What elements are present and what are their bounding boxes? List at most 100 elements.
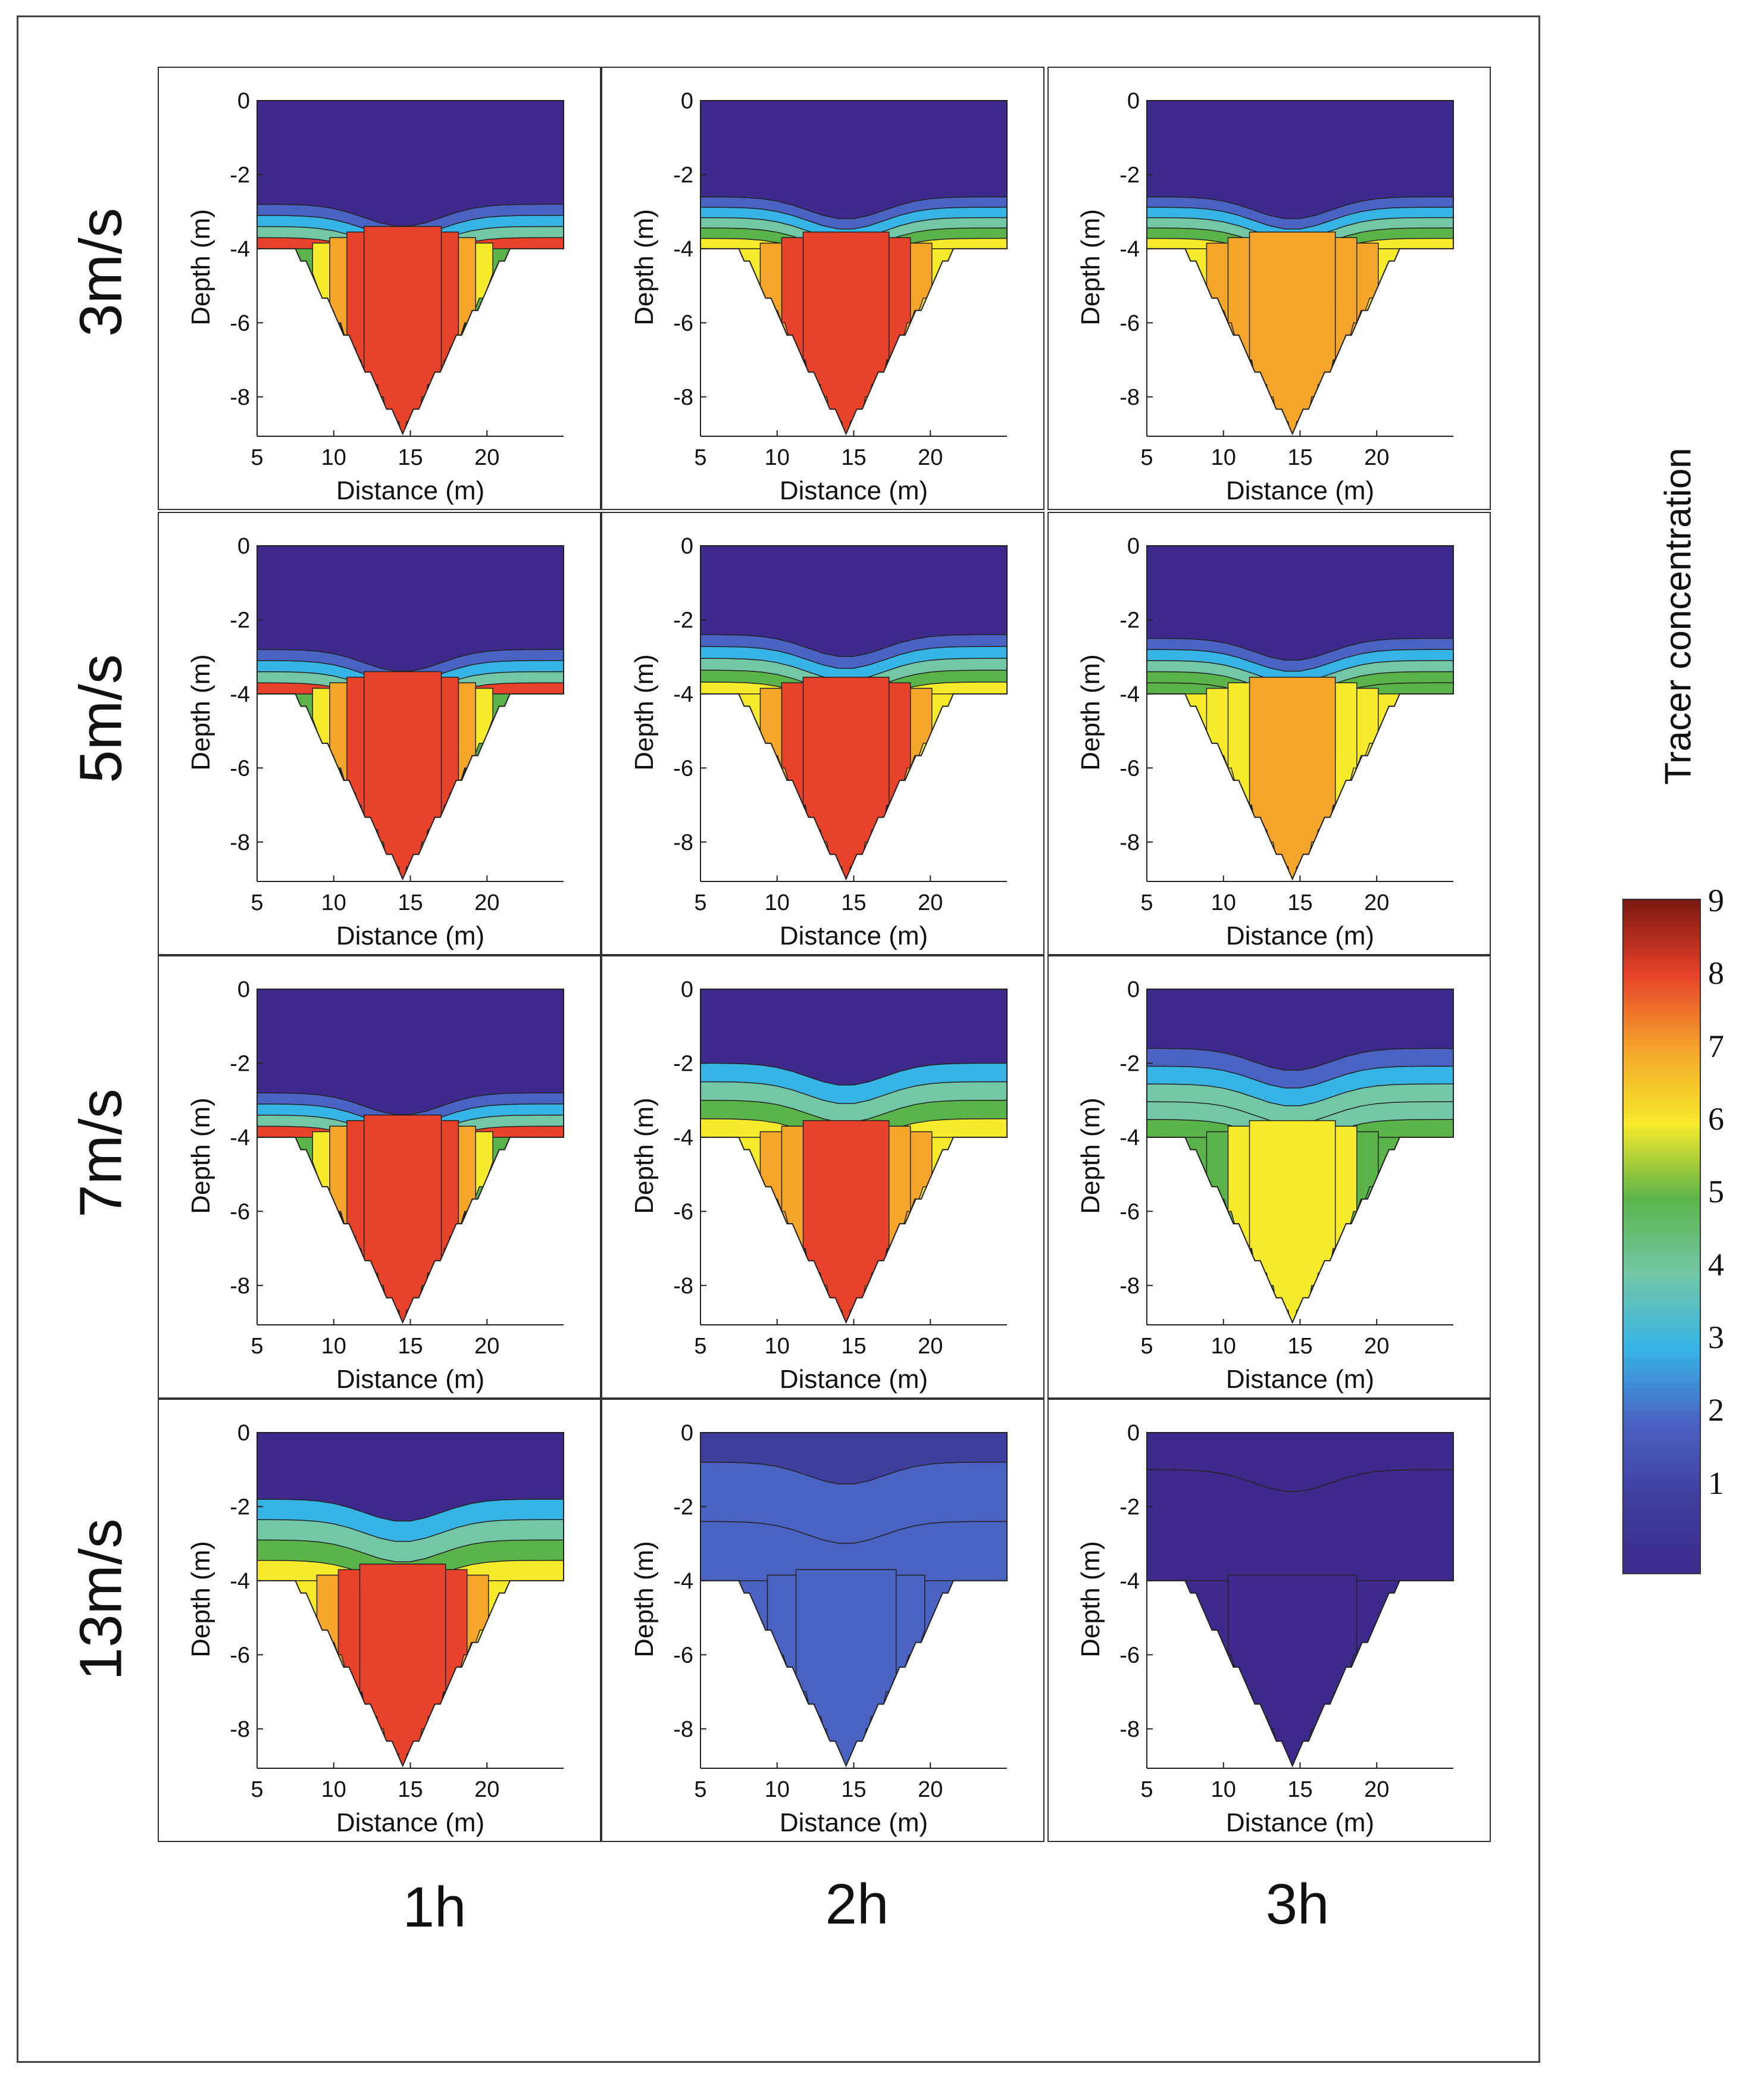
y-tick-label: -4 [673, 682, 693, 707]
domain-outline [700, 1432, 1008, 1768]
y-tick-label: -6 [673, 1199, 693, 1224]
x-tick-label: 10 [765, 890, 790, 915]
x-tick-label: 10 [1211, 445, 1236, 470]
y-tick-label: -4 [230, 1569, 250, 1594]
contour-plot: 0 -2 -4 -6 -8 5 10 15 20 Distance (m) Depth (m) [1076, 1421, 1454, 1837]
x-axis-title: Distance (m) [1226, 476, 1374, 505]
domain-outline [257, 989, 564, 1324]
contour-fill-group [257, 1433, 564, 1766]
domain-outline [700, 100, 1008, 436]
colorbar-tick: 6 [1708, 1100, 1724, 1137]
contour-level-trench [363, 671, 442, 879]
contour-level-trench [802, 677, 890, 879]
y-tick-label: -2 [673, 1051, 693, 1076]
x-tick-label: 20 [1364, 1334, 1389, 1359]
domain-outline [1146, 100, 1454, 436]
x-tick-label: 10 [321, 1777, 346, 1802]
x-tick-label: 10 [321, 1334, 346, 1359]
y-axis-title: Depth (m) [186, 1097, 215, 1214]
contour-level-trench [1227, 1574, 1358, 1766]
y-tick-label: -2 [673, 162, 693, 187]
x-tick-label: 15 [841, 1777, 866, 1802]
y-tick-label: -6 [230, 756, 250, 781]
domain-outline [1146, 989, 1454, 1324]
x-tick-label: 5 [1140, 1777, 1153, 1802]
y-axis-title: Depth (m) [630, 209, 659, 326]
colorbar-tick: 4 [1708, 1246, 1724, 1283]
contour-fill-group [1147, 546, 1453, 879]
y-tick-label: -4 [1119, 237, 1140, 262]
colorbar-tick: 3 [1708, 1319, 1724, 1355]
y-tick-label: -2 [230, 1494, 250, 1519]
x-tick-label: 20 [1364, 1777, 1389, 1802]
y-tick-label: -2 [1119, 1494, 1140, 1519]
x-tick-label: 5 [251, 890, 263, 915]
x-axis-title: Distance (m) [780, 1808, 928, 1837]
x-tick-label: 5 [251, 445, 263, 470]
x-tick-label: 5 [251, 1334, 263, 1359]
row-label-5ms: 5m/s [67, 654, 135, 783]
x-axis-title: Distance (m) [336, 921, 484, 950]
contour-plot: 0 -2 -4 -6 -8 5 10 15 20 Distance (m) Depth (m) [186, 977, 564, 1394]
x-axis-title: Distance (m) [780, 1365, 928, 1394]
contour-plot: 0 -2 -4 -6 -8 5 10 15 20 Distance (m) Depth (m) [630, 977, 1008, 1394]
contour-fill-group [700, 1433, 1007, 1766]
y-tick-label: -6 [230, 1199, 250, 1224]
col-label-2h: 2h [825, 1872, 889, 1936]
x-tick-label: 10 [765, 1777, 790, 1802]
contour-panel: 0 -2 -4 -6 -8 5 10 15 20 Distance (m) Depth (m) [1047, 1399, 1491, 1842]
y-axis-title: Depth (m) [630, 1097, 659, 1214]
y-tick-label: -6 [230, 311, 250, 336]
x-tick-label: 5 [1140, 890, 1153, 915]
contour-panel: 0 -2 -4 -6 -8 5 10 15 20 Distance (m) Depth (m) [601, 512, 1044, 955]
y-tick-label: -4 [1119, 682, 1140, 707]
y-tick-label: 0 [1127, 89, 1140, 114]
y-tick-label: 0 [681, 89, 693, 114]
colorbar [1622, 899, 1701, 1574]
x-tick-label: 20 [918, 445, 943, 470]
y-tick-label: -2 [1119, 162, 1140, 187]
y-axis-title: Depth (m) [630, 654, 659, 771]
domain-outline [257, 100, 564, 436]
contour-plot: 0 -2 -4 -6 -8 5 10 15 20 Distance (m) Depth (m) [630, 534, 1008, 950]
y-axis-title: Depth (m) [186, 209, 215, 326]
col-label-1h: 1h [402, 1875, 467, 1939]
row-label-13ms: 13m/s [67, 1518, 135, 1681]
x-tick-label: 10 [1211, 1334, 1236, 1359]
figure-frame [17, 15, 1540, 2063]
x-tick-label: 20 [474, 890, 499, 915]
colorbar-tick: 5 [1708, 1174, 1724, 1210]
x-axis-title: Distance (m) [336, 1365, 484, 1394]
contour-fill-group [257, 546, 564, 879]
contour-panel: 0 -2 -4 -6 -8 5 10 15 20 Distance (m) Depth (m) [601, 1399, 1044, 1842]
x-tick-label: 5 [694, 445, 706, 470]
x-tick-label: 10 [1211, 890, 1236, 915]
y-tick-label: -2 [230, 162, 250, 187]
contour-fill-group [700, 101, 1007, 434]
y-tick-label: 0 [1127, 534, 1140, 559]
y-tick-label: -2 [230, 1051, 250, 1076]
x-tick-label: 5 [694, 1334, 706, 1359]
x-tick-label: 15 [841, 445, 866, 470]
contour-fill-group [257, 101, 564, 434]
x-tick-label: 20 [474, 445, 499, 470]
x-tick-label: 20 [918, 1334, 943, 1359]
x-tick-label: 15 [1287, 445, 1312, 470]
y-axis-title: Depth (m) [1076, 209, 1105, 326]
y-tick-label: 0 [1127, 977, 1140, 1002]
x-tick-label: 5 [1140, 1334, 1153, 1359]
y-tick-label: -6 [673, 756, 693, 781]
contour-panel: 0 -2 -4 -6 -8 5 10 15 20 Distance (m) Depth (m) [158, 955, 601, 1399]
x-tick-label: 15 [398, 890, 423, 915]
x-tick-label: 10 [765, 445, 790, 470]
contour-level-trench [1249, 677, 1336, 879]
y-tick-label: -6 [1119, 756, 1140, 781]
domain-outline [700, 989, 1008, 1324]
x-tick-label: 20 [474, 1777, 499, 1802]
y-tick-label: -6 [673, 1643, 693, 1668]
y-tick-label: -4 [673, 237, 693, 262]
x-tick-label: 20 [1364, 445, 1389, 470]
y-tick-label: -6 [1119, 311, 1140, 336]
y-tick-label: -8 [230, 1717, 250, 1742]
contour-level-trench [1249, 232, 1336, 434]
